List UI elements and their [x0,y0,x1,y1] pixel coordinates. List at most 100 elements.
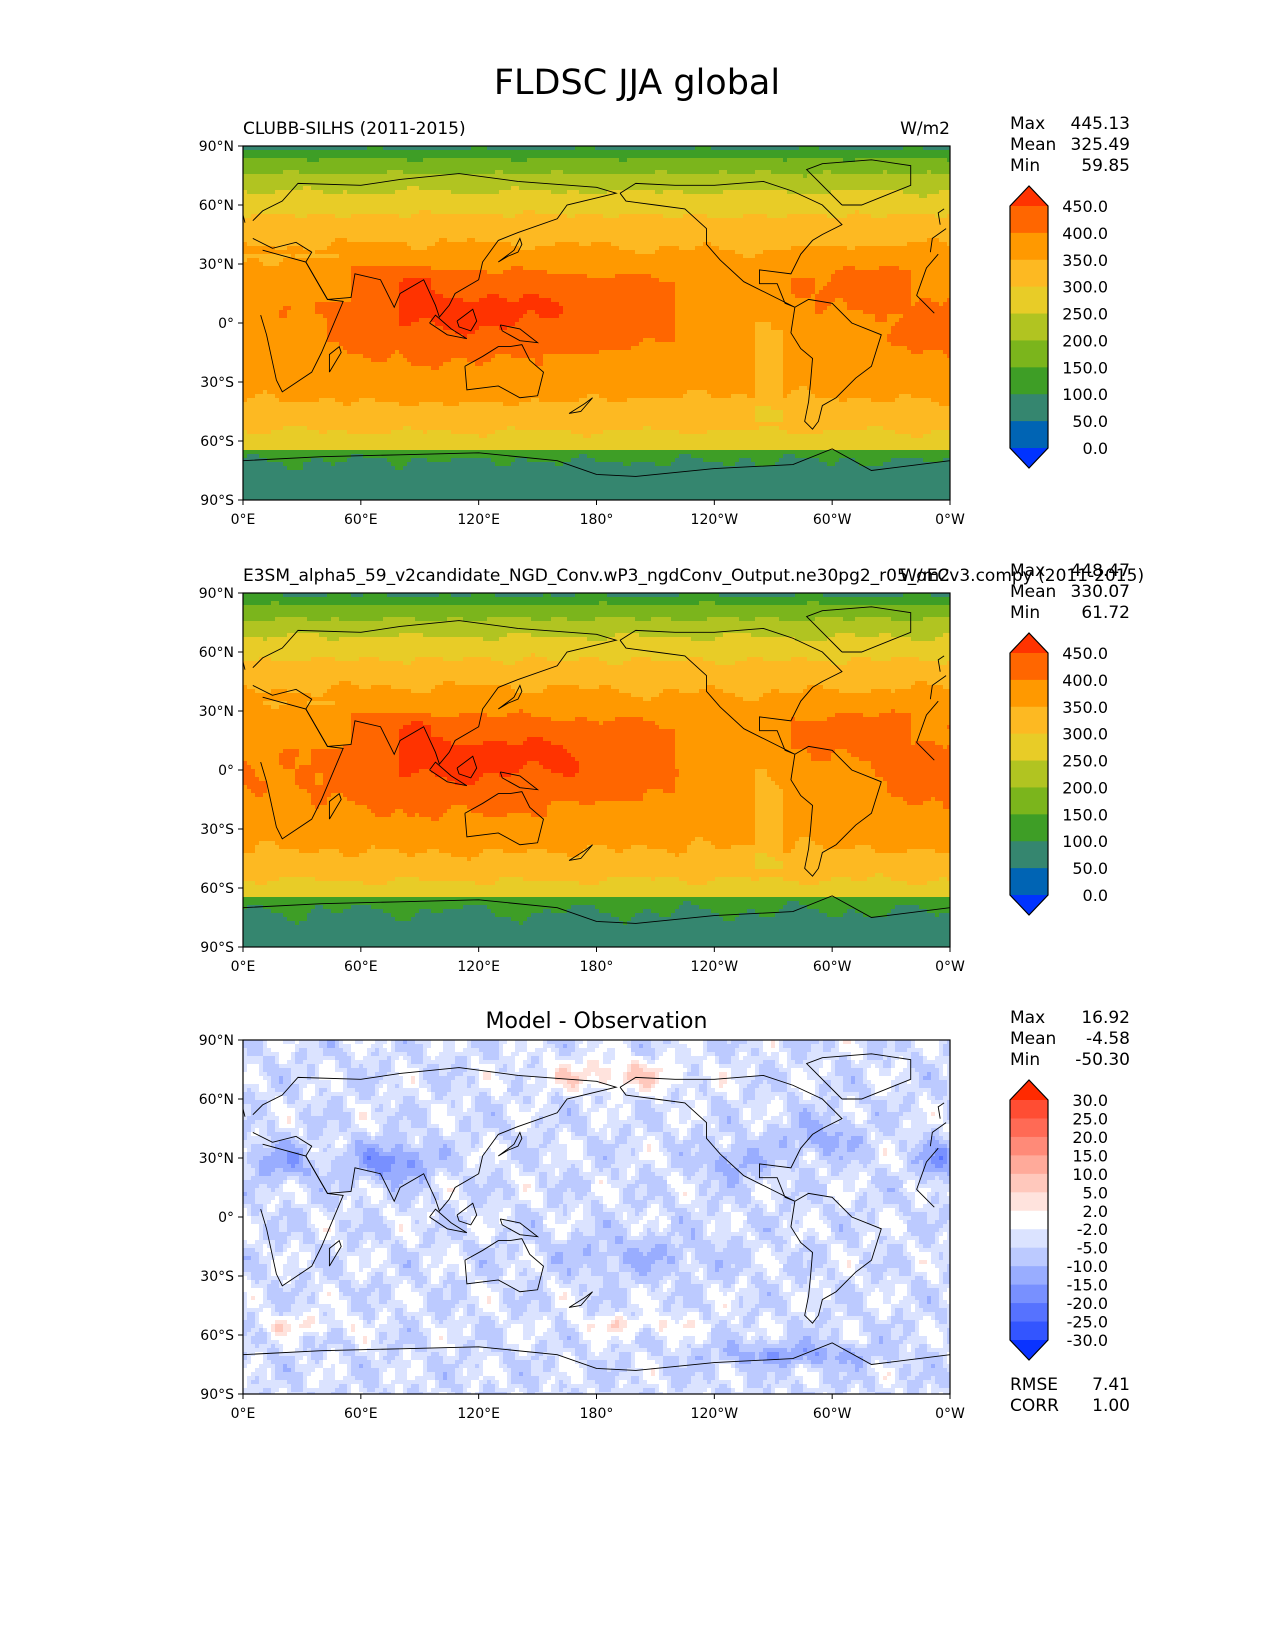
y-tick-label: 90°S [200,493,234,509]
x-tick-label: 60°E [344,1406,378,1422]
coastline-3 [619,1074,843,1202]
x-tick-label: 60°E [344,512,378,528]
metric-value-rmse: 7.41 [1092,1375,1130,1395]
coastline-11 [498,237,523,263]
colorbar-cell [1010,706,1048,735]
metric-label-rmse: RMSE [1010,1375,1058,1395]
stat-label-mean: Mean [1010,582,1056,602]
x-tick-label: 0°W [935,512,965,528]
colorbar-cell [1010,1303,1048,1323]
colorbar-cell [1010,1173,1048,1193]
field-test [243,146,950,500]
coastline-13 [568,1291,593,1308]
x-tick-label: 120°W [691,959,739,975]
colorbar-label: 0.0 [1083,886,1108,905]
x-tick-label: 0°E [231,512,256,528]
coastline-11 [498,1131,523,1157]
y-tick-label: 30°S [200,1269,234,1285]
colorbar-cell [1010,206,1048,234]
stat-value-max: 445.13 [1071,114,1130,134]
y-tick-label: 30°N [199,704,234,720]
colorbar-label: -20.0 [1067,1294,1108,1313]
coastline-9 [499,324,540,344]
colorbar-label: 200.0 [1062,331,1108,350]
coastline-13 [568,844,593,861]
y-tick-label: 30°S [200,375,234,391]
stat-label-min: Min [1010,1050,1040,1070]
map-panel-ref: E3SM_alpha5_59_v2candidate_NGD_Conv.wP3_… [199,561,1144,975]
colorbar-cell [1010,733,1048,762]
colorbar-cell [1010,1118,1048,1138]
coastline-9 [499,771,540,791]
x-tick-label: 180° [580,959,614,975]
colorbar-label: 30.0 [1072,1091,1108,1110]
y-tick-label: 0° [218,763,234,779]
coastline-5 [805,159,912,206]
x-tick-label: 60°W [813,1406,852,1422]
x-tick-label: 120°W [691,512,739,528]
colorbar-extend-bottom [1010,448,1048,468]
coastline-6 [243,448,950,500]
coastline-5 [805,606,912,653]
colorbar-label: 50.0 [1072,859,1108,878]
coastline-9 [499,1218,540,1238]
coastline-11 [498,684,523,710]
y-tick-label: 30°S [200,822,234,838]
coastline-0 [916,700,939,743]
colorbar-extend-top [1010,633,1048,653]
y-tick-label: 60°S [200,881,234,897]
coastline-1 [929,228,947,253]
y-tick-label: 60°N [199,645,234,661]
y-tick-label: 90°S [200,940,234,956]
coastline-3 [619,627,843,755]
colorbar-label: -2.0 [1077,1220,1108,1239]
metric-label-corr: CORR [1010,1396,1059,1416]
coastline-4 [790,745,882,877]
coastline-7 [429,314,468,340]
coastline-2 [464,791,544,846]
colorbar-label: 450.0 [1062,197,1108,216]
coastline-10 [937,1102,945,1119]
panel-units: W/m2 [900,566,950,586]
coastline-1 [929,675,947,700]
colorbar-label: 25.0 [1072,1109,1108,1128]
colorbar-label: 350.0 [1062,698,1108,717]
stat-value-mean: 330.07 [1071,582,1130,602]
colorbar-label: 300.0 [1062,725,1108,744]
colorbar-cell [1010,653,1048,681]
colorbar-label: -10.0 [1067,1257,1108,1276]
colorbar-label: 150.0 [1062,805,1108,824]
stat-value-max: 16.92 [1081,1008,1130,1028]
coastline-0 [916,742,935,761]
coastline-0 [916,1147,939,1190]
colorbar-label: 2.0 [1083,1202,1108,1221]
coastline-0 [916,253,939,296]
panels: CLUBB-SILHS (2011-2015) W/m2 90°N 60°N 30°N 0… [199,114,1144,1422]
colorbar-cell [1010,367,1048,395]
y-tick-label: 60°N [199,1092,234,1108]
colorbar-label: 200.0 [1062,778,1108,797]
panel-title-left: CLUBB-SILHS (2011-2015) [243,119,466,139]
stat-value-max: 448.47 [1071,561,1130,581]
figure-title: FLDSC JJA global [494,63,780,103]
y-tick-label: 90°N [199,586,234,602]
x-tick-label: 60°W [813,512,852,528]
coastline-10 [937,208,945,225]
coastline-8 [456,755,478,779]
coastline-7 [429,761,468,787]
colorbar-cell [1010,259,1048,288]
colorbar-test: 450.0 400.0 350.0 300.0 250.0 200.0 150.0 100.0… [1009,185,1108,469]
colorbar-label: -30.0 [1067,1331,1108,1350]
y-tick-label: 90°N [199,1033,234,1049]
colorbar-cell [1010,1284,1048,1304]
stat-label-min: Min [1010,603,1040,623]
stat-label-max: Max [1010,561,1045,581]
coastline-4 [790,298,882,430]
colorbar-label: 350.0 [1062,251,1108,270]
colorbar-outline [1009,185,1049,469]
map-panel-test: CLUBB-SILHS (2011-2015) W/m2 90°N 60°N 30°N 0… [199,114,1130,528]
colorbar-diff: 30.025.020.015.010.05.02.0-2.0-5.0-10.0-… [1009,1079,1108,1361]
colorbar-cell [1010,1247,1048,1267]
colorbar-cell [1010,1321,1048,1341]
